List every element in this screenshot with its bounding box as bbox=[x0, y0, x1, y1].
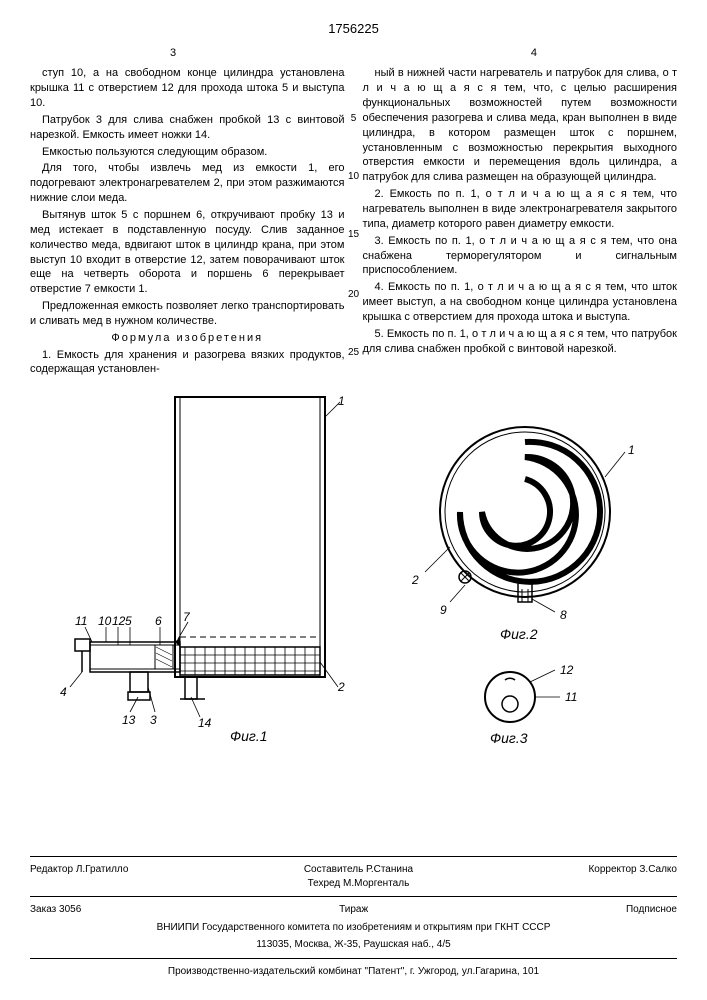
subscribe: Подписное bbox=[626, 903, 677, 917]
figure-2 bbox=[410, 417, 640, 617]
address: 113035, Москва, Ж-35, Раушская наб., 4/5 bbox=[30, 936, 677, 954]
page-right: 4 bbox=[531, 46, 537, 61]
paragraph: Емкостью пользуются следующим образом. bbox=[30, 145, 345, 160]
claim: 5. Емкость по п. 1, о т л и ч а ю щ а я … bbox=[363, 327, 678, 357]
patent-number: 1756225 bbox=[30, 20, 677, 38]
paragraph: ный в нижней части нагреватель и патрубо… bbox=[363, 66, 678, 185]
editor: Редактор Л.Гратилло bbox=[30, 863, 128, 890]
paragraph: Патрубок 3 для слива снабжен пробкой 13 … bbox=[30, 113, 345, 143]
printer: Производственно-издательский комбинат "П… bbox=[30, 963, 677, 981]
callout: 13 bbox=[122, 712, 135, 728]
callout: 4 bbox=[60, 684, 67, 700]
compiler: Составитель Р.Станина bbox=[304, 863, 413, 877]
line-num: 15 bbox=[348, 228, 359, 242]
line-num: 10 bbox=[348, 170, 359, 184]
fig2-label: Фиг.2 bbox=[500, 625, 538, 644]
paragraph: Предложенная емкость позволяет легко тра… bbox=[30, 299, 345, 329]
line-num: 25 bbox=[348, 346, 359, 360]
page-left: 3 bbox=[170, 46, 176, 61]
callout: 1 bbox=[338, 393, 345, 409]
formula-title: Формула изобретения bbox=[30, 331, 345, 346]
callout: 8 bbox=[560, 607, 567, 623]
paragraph: Вытянув шток 5 с поршнем 6, откручивают … bbox=[30, 208, 345, 297]
figure-1 bbox=[60, 387, 340, 747]
line-num: 20 bbox=[348, 288, 359, 302]
callout: 10 bbox=[98, 613, 111, 629]
callout: 5 bbox=[125, 613, 132, 629]
claim: 1. Емкость для хранения и разогрева вязк… bbox=[30, 348, 345, 378]
callout: 7 bbox=[183, 609, 190, 625]
claim: 2. Емкость по п. 1, о т л и ч а ю щ а я … bbox=[363, 187, 678, 232]
callout: 6 bbox=[155, 613, 162, 629]
claim: 4. Емкость по п. 1, о т л и ч а ю щ а я … bbox=[363, 280, 678, 325]
callout: 1 bbox=[628, 442, 635, 458]
corrector: Корректор З.Салко bbox=[588, 863, 677, 890]
callout: 11 bbox=[75, 613, 87, 629]
fig1-label: Фиг.1 bbox=[230, 727, 268, 746]
callout: 12 bbox=[112, 613, 125, 629]
order: Заказ 3056 bbox=[30, 903, 81, 917]
left-column: ступ 10, а на свободном конце цилиндра у… bbox=[30, 66, 345, 379]
org: ВНИИПИ Государственного комитета по изоб… bbox=[30, 919, 677, 937]
callout: 14 bbox=[198, 715, 211, 731]
callout: 2 bbox=[338, 679, 345, 695]
tirage: Тираж bbox=[339, 903, 368, 917]
right-column: ный в нижней части нагреватель и патрубо… bbox=[363, 66, 678, 379]
paragraph: ступ 10, а на свободном конце цилиндра у… bbox=[30, 66, 345, 111]
page-numbers: 3 4 bbox=[30, 46, 677, 61]
callout: 12 bbox=[560, 662, 573, 678]
fig3-label: Фиг.3 bbox=[490, 729, 528, 748]
claim: 3. Емкость по п. 1, о т л и ч а ю щ а я … bbox=[363, 234, 678, 279]
callout: 9 bbox=[440, 602, 447, 618]
figures-area: 1 2 7 6 12 5 10 11 4 13 3 14 Фиг.1 1 2 9… bbox=[30, 387, 677, 767]
callout: 3 bbox=[150, 712, 157, 728]
callout: 2 bbox=[412, 572, 419, 588]
line-num: 5 bbox=[351, 112, 357, 126]
footer: Редактор Л.Гратилло Составитель Р.Станин… bbox=[30, 852, 677, 980]
callout: 11 bbox=[565, 689, 577, 705]
tech: Техред М.Моргенталь bbox=[304, 877, 413, 891]
paragraph: Для того, чтобы извлечь мед из емкости 1… bbox=[30, 161, 345, 206]
